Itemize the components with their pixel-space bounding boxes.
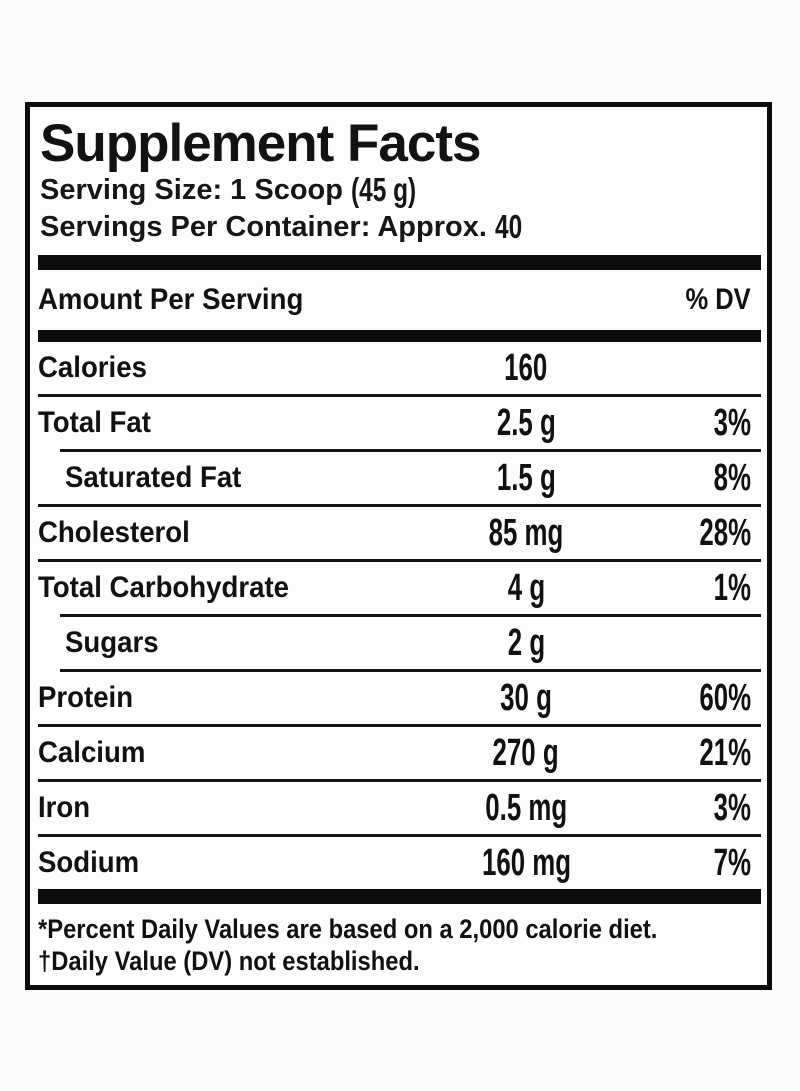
label-header: Supplement Facts Serving Size: 1 Scoop (… [30, 107, 767, 255]
nutrient-amount: 1.5 g [496, 457, 556, 499]
nutrient-amount: 85 mg [488, 512, 564, 554]
nutrient-dv: 21% [699, 732, 751, 774]
nutrient-amount: 2 g [507, 622, 545, 664]
separator-bar-bottom [38, 889, 761, 904]
amount-per-serving-header: Amount Per Serving [38, 283, 304, 316]
nutrient-name: Sodium [38, 846, 140, 879]
nutrient-row: Calcium 270 g 21% [30, 727, 767, 779]
nutrient-amount: 4 g [507, 567, 545, 609]
supplement-facts-panel: Supplement Facts Serving Size: 1 Scoop (… [25, 102, 772, 990]
nutrient-amount: 160 mg [481, 842, 571, 884]
percent-dv-header: % DV [685, 283, 751, 316]
nutrient-name: Cholesterol [38, 516, 190, 549]
nutrient-name: Saturated Fat [65, 461, 242, 494]
page-title: Supplement Facts [40, 114, 481, 173]
servings-per-container-value: 40 [494, 207, 523, 245]
nutrient-name: Calcium [38, 736, 146, 769]
footnotes: *Percent Daily Values are based on a 2,0… [30, 904, 767, 978]
footnote-daily-values: *Percent Daily Values are based on a 2,0… [38, 914, 658, 944]
row-divider [38, 724, 761, 727]
serving-size-value: (45 g) [351, 171, 417, 209]
nutrient-name: Sugars [65, 626, 159, 659]
row-divider [60, 449, 761, 452]
row-divider [38, 834, 761, 837]
separator-bar-header [38, 330, 761, 342]
nutrient-name: Iron [38, 791, 91, 824]
nutrient-dv: 1% [713, 567, 751, 609]
row-divider [38, 394, 761, 397]
nutrient-amount: 0.5 mg [485, 787, 567, 829]
row-divider [38, 559, 761, 562]
nutrient-name: Total Fat [38, 406, 151, 439]
nutrient-amount: 160 [504, 347, 548, 389]
nutrient-row: Calories 160 [30, 342, 767, 394]
nutrient-amount: 2.5 g [496, 402, 556, 444]
row-divider [38, 779, 761, 782]
nutrient-dv: 8% [713, 457, 751, 499]
nutrient-dv: 3% [713, 787, 751, 829]
nutrient-dv: 28% [699, 512, 751, 554]
nutrient-row: Iron 0.5 mg 3% [30, 782, 767, 834]
nutrient-amount: 30 g [500, 677, 552, 719]
servings-per-container-text: Servings Per Container: Approx. [40, 210, 487, 243]
nutrient-row: Sodium 160 mg 7% [30, 837, 767, 889]
separator-bar-top [38, 255, 761, 270]
serving-size-text: Serving Size: 1 Scoop [40, 174, 343, 207]
row-divider [60, 614, 761, 617]
nutrient-row: Cholesterol 85 mg 28% [30, 507, 767, 559]
nutrient-row: Saturated Fat 1.5 g 8% [30, 452, 767, 504]
nutrient-dv: 60% [699, 677, 751, 719]
nutrient-row: Protein 30 g 60% [30, 672, 767, 724]
nutrient-name: Total Carbohydrate [38, 571, 289, 604]
row-divider [60, 669, 761, 672]
nutrient-dv: 7% [713, 842, 751, 884]
nutrient-name: Protein [38, 681, 134, 714]
nutrient-row: Sugars 2 g [30, 617, 767, 669]
servings-per-container-line: Servings Per Container: Approx. 40 [40, 207, 755, 245]
facts-rows: Calories 160 Total Fat 2.5 g 3% Saturate… [30, 342, 767, 889]
nutrient-dv: 3% [713, 402, 751, 444]
nutrient-row: Total Fat 2.5 g 3% [30, 397, 767, 449]
serving-size-line: Serving Size: 1 Scoop (45 g) [40, 171, 755, 209]
nutrient-amount: 270 g [492, 732, 560, 774]
row-divider [38, 504, 761, 507]
footnote-dv-not-established: †Daily Value (DV) not established. [38, 946, 420, 977]
table-header-row: Amount Per Serving % DV [30, 270, 767, 330]
nutrient-row: Total Carbohydrate 4 g 1% [30, 562, 767, 614]
nutrient-name: Calories [38, 351, 147, 384]
